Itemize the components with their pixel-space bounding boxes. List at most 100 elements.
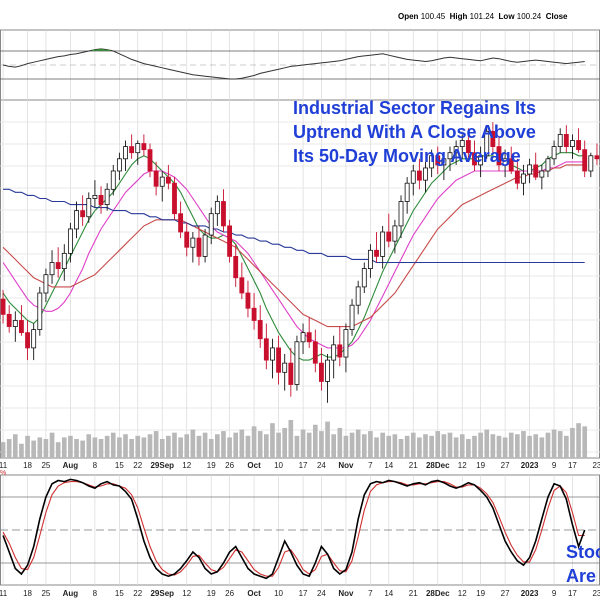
candle-body (465, 140, 471, 154)
volume-bar (129, 439, 134, 458)
volume-bar (172, 432, 177, 458)
candle-body (159, 176, 165, 187)
candle-body (588, 155, 594, 172)
volume-bar (294, 435, 300, 458)
candle-body (104, 188, 110, 205)
candle-body (135, 143, 141, 154)
volume-bar (117, 437, 122, 458)
x-tick-label: 21 (409, 589, 418, 598)
volume-bar (227, 437, 232, 458)
candle-body (116, 158, 122, 172)
moving-average-line (2, 164, 585, 328)
x-tick-label: 12 (458, 589, 467, 598)
candle-body (447, 152, 453, 160)
volume-bar (533, 434, 539, 458)
x-tick-label: 10 (274, 461, 283, 470)
candle-body (214, 201, 220, 215)
volume-bar (196, 435, 202, 458)
candle-body (233, 255, 239, 279)
volume-bar (98, 439, 104, 458)
volume-bar (208, 439, 214, 458)
volume-bar (19, 443, 24, 458)
candle-body (178, 213, 184, 233)
candle-body (319, 362, 324, 382)
candle-body (282, 362, 288, 373)
candle-body (110, 170, 116, 190)
volume-bar (300, 429, 306, 458)
candle-body (496, 146, 502, 166)
x-tick-label: 26 (225, 461, 234, 470)
volume-bar (386, 435, 392, 458)
volume-bar (221, 431, 226, 458)
candle-body (31, 329, 37, 349)
volume-bar (80, 440, 85, 458)
volume-bar (392, 434, 398, 458)
x-tick-label: 29Sep (150, 461, 174, 470)
candle-body (325, 359, 330, 382)
candle-body (12, 320, 18, 327)
rsi-line (2, 48, 585, 80)
x-tick-label: 12 (182, 589, 191, 598)
volume-bar (92, 437, 98, 458)
candle-body (514, 170, 520, 184)
annotation-line: Its 50-Day Moving Average (293, 146, 521, 166)
candle-body (404, 182, 410, 202)
volume-bar (31, 440, 36, 458)
volume-bar (441, 434, 447, 458)
x-tick-label: 2023 (521, 589, 539, 598)
candle-body (184, 231, 190, 248)
x-tick-label: 17 (299, 589, 308, 598)
volume-bar (288, 420, 294, 458)
candle-body (337, 344, 343, 358)
candle-body (86, 198, 92, 218)
volume-bar (6, 439, 12, 458)
candle-body (490, 130, 496, 148)
candle-body (80, 210, 86, 218)
x-axis-main: 11 18 25 Aug 8 15 22 29Sep 12 19 26 Oct 10 17 24 Nov 7 14… (0, 461, 600, 470)
volume-bar (570, 427, 575, 458)
candlesticks (0, 122, 600, 403)
volume-bar (435, 431, 441, 458)
x-tick-label: 22 (133, 589, 142, 598)
volume-bar (141, 437, 147, 458)
candle-body (386, 231, 392, 242)
volume-bar (404, 435, 410, 458)
moving-average-line (2, 152, 585, 361)
moving-average-line (3, 188, 585, 264)
candle-body (251, 307, 257, 321)
volume-bar (104, 435, 110, 458)
low-value: 100.24 (516, 12, 542, 21)
volume-bar (539, 437, 545, 458)
candle-body (141, 143, 147, 151)
volume-bar (349, 432, 355, 458)
candle-body (576, 140, 581, 151)
volume-bar (582, 426, 588, 458)
candle-body (557, 133, 563, 147)
volume-bar (343, 435, 349, 458)
volume-bar (502, 437, 508, 458)
candle-body (521, 173, 526, 184)
candle-body (545, 158, 551, 172)
candle-body (453, 146, 459, 154)
volume-bar (472, 435, 477, 458)
volume-bars (0, 420, 588, 458)
candle-body (429, 155, 435, 169)
candle-body (539, 170, 545, 178)
x-tick-label: 14 (384, 461, 393, 470)
volume-bar (202, 432, 208, 458)
volume-bar (245, 435, 251, 458)
candle-body (92, 194, 98, 199)
rsi-overbought-fill (97, 48, 105, 51)
x-tick-label: 19 (207, 461, 216, 470)
volume-bar (25, 435, 30, 458)
x-tick-label: 24 (317, 589, 326, 598)
volume-bar (276, 432, 281, 458)
candle-body (551, 146, 557, 160)
candle-body (276, 347, 281, 373)
candle-body (472, 152, 477, 166)
candle-body (25, 332, 30, 349)
annotation-line: Industrial Sector Regains Its (293, 98, 537, 118)
candle-body (533, 164, 539, 178)
volume-bar (251, 426, 257, 458)
volume-bar (417, 437, 422, 458)
